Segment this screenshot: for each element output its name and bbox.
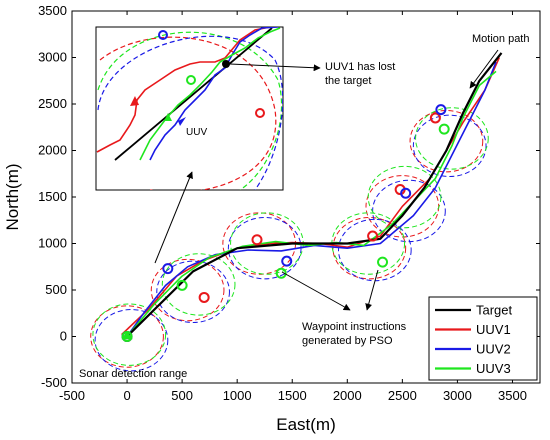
waypoint-uuv2-4 — [435, 104, 447, 116]
inset-uuv2-path — [149, 27, 279, 161]
detection-circle-uuv3-5 — [415, 107, 489, 170]
y-tick-label-5: 2000 — [38, 143, 67, 158]
y-tick-label-7: 3000 — [38, 50, 67, 65]
legend-label-uuv3: UUV3 — [476, 361, 511, 376]
detection-circle-uuv1-1 — [150, 258, 225, 322]
x-tick-label-3: 1000 — [223, 388, 252, 403]
lost-target-arrow — [229, 63, 321, 72]
waypoint-uuv1-1 — [198, 291, 210, 303]
detection-circle-uuv1-3 — [332, 216, 407, 280]
series-line-uuv1 — [121, 57, 501, 336]
y-tick-label-2: 500 — [45, 282, 67, 297]
detection-circle-uuv3-0 — [92, 303, 167, 366]
series-line-uuv2 — [126, 61, 497, 337]
waypoint-uuv1-2 — [251, 234, 263, 246]
inset-lost-point — [222, 60, 230, 68]
inset-circle-green — [97, 31, 283, 190]
inset-uuv-label: UUV — [186, 127, 207, 138]
zoom-inset: UUV — [95, 26, 284, 191]
x-axis-ticks: -500 0 500 1000 1500 2000 2500 3000 3500 — [59, 11, 527, 403]
waypoint-arrow-1 — [281, 271, 351, 311]
x-tick-label-6: 2500 — [388, 388, 417, 403]
y-tick-label-3: 1000 — [38, 236, 67, 251]
trajectory-lines — [121, 52, 503, 338]
x-tick-label-1: 0 — [123, 388, 130, 403]
detection-circle-uuv2-0 — [94, 309, 169, 372]
x-tick-label-4: 1500 — [278, 388, 307, 403]
y-tick-label-4: 1500 — [38, 189, 67, 204]
waypoint-uuv2-2 — [281, 255, 293, 267]
waypoint-uuv3-4 — [438, 123, 450, 135]
waypoint-uuv1-5 — [429, 112, 441, 124]
waypoint-uuv3-3 — [377, 256, 389, 268]
legend: Target UUV1 UUV2 UUV3 — [428, 296, 538, 381]
x-tick-label-0: -500 — [59, 388, 85, 403]
x-tick-label-7: 3000 — [443, 388, 472, 403]
y-tick-label-0: -500 — [41, 375, 67, 390]
x-axis-label: East(m) — [276, 415, 336, 434]
y-tick-label-1: 0 — [60, 329, 67, 344]
detection-circle-uuv1-5 — [409, 110, 484, 173]
inset-blue-marker — [178, 117, 186, 126]
detection-circle-uuv1-0 — [90, 305, 164, 368]
inset-green-marker — [164, 113, 172, 121]
inset-circle-blue — [97, 35, 283, 190]
waypoint-uuv2-1 — [162, 263, 174, 275]
y-axis-ticks: -500 0 500 1000 1500 2000 2500 3000 3500 — [38, 3, 540, 390]
series-line-target — [126, 52, 503, 338]
y-axis-label: North(m) — [3, 163, 22, 230]
inset-waypoint-blue — [158, 30, 168, 40]
legend-label-uuv2: UUV2 — [476, 342, 511, 357]
waypoint-uuv3-2 — [275, 267, 287, 279]
x-tick-label-8: 3500 — [498, 388, 527, 403]
inset-waypoint-green — [186, 75, 196, 85]
waypoint-uuv1-3 — [367, 230, 379, 242]
waypoint-markers — [121, 104, 450, 342]
waypoint-uuv3-1 — [176, 279, 188, 291]
waypoint-arrow-2 — [365, 269, 379, 311]
waypoint-uuv2-3 — [400, 187, 412, 199]
inset-frame — [95, 26, 284, 191]
sonar-annotation: Sonar detection range — [79, 368, 187, 380]
waypoint-annotation: Waypoint instructions generated by PSO — [302, 321, 409, 347]
inset-red-arrowhead — [130, 96, 139, 106]
inset-target-line — [114, 27, 273, 161]
lost-target-annotation: UUV1 has lost the target — [325, 61, 398, 87]
inset-uuv1-path — [96, 27, 275, 153]
inset-zoom-arrow — [154, 171, 193, 264]
motion-path-arrow — [469, 49, 499, 89]
start-marker — [121, 330, 133, 340]
inset-waypoint-red — [255, 108, 265, 118]
x-tick-label-5: 2000 — [333, 388, 362, 403]
motion-path-annotation: Motion path — [472, 33, 529, 45]
detection-circle-uuv3-1 — [161, 253, 236, 316]
detection-circle-uuv2-1 — [156, 260, 230, 324]
y-tick-label-8: 3500 — [38, 3, 67, 18]
legend-label-uuv1: UUV1 — [476, 322, 511, 337]
detection-circle-uuv2-5 — [412, 114, 487, 178]
y-tick-label-6: 2500 — [38, 96, 67, 111]
x-tick-label-2: 500 — [171, 388, 193, 403]
legend-label-target: Target — [476, 303, 513, 318]
detection-circle-uuv3-4 — [367, 165, 442, 229]
